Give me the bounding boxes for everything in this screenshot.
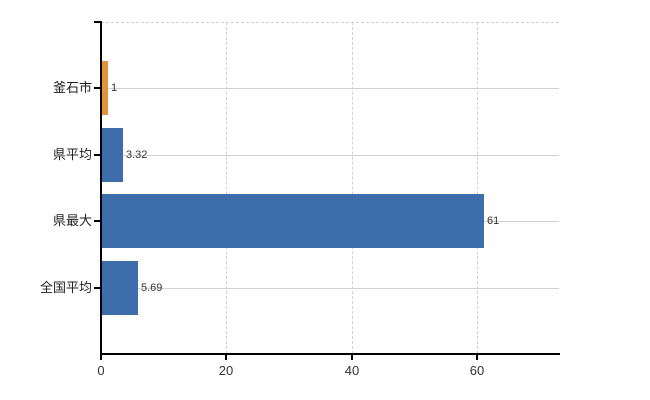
horizontal-gridline: [101, 155, 559, 156]
vertical-gridline: [477, 22, 478, 354]
x-axis-tick: [100, 354, 102, 360]
y-axis-category-label: 県平均: [52, 147, 92, 162]
x-axis-tick-label: 20: [218, 363, 234, 378]
bar: [102, 61, 108, 115]
y-axis-tick: [94, 220, 100, 222]
bar: [102, 194, 484, 248]
horizontal-gridline: [101, 88, 559, 89]
y-axis-tick: [94, 287, 100, 289]
y-axis-tick: [94, 21, 100, 23]
y-axis-category-label: 釜石市: [52, 80, 92, 95]
bar: [102, 261, 138, 315]
plot-top-border: [101, 22, 559, 23]
x-axis-tick-label: 0: [97, 363, 105, 378]
bar-value-label: 1: [111, 82, 118, 94]
y-axis-line: [100, 21, 102, 355]
bar-value-label: 3.32: [126, 149, 148, 161]
bar-value-label: 5.69: [141, 282, 163, 294]
y-axis-tick: [94, 154, 100, 156]
y-axis-category-label: 全国平均: [39, 280, 92, 295]
bar: [102, 128, 123, 182]
y-axis-category-label: 県最大: [52, 213, 92, 228]
vertical-gridline: [226, 22, 227, 354]
bar-value-label: 61: [487, 215, 500, 227]
x-axis-tick: [351, 354, 353, 360]
x-axis-tick: [225, 354, 227, 360]
x-axis-tick: [476, 354, 478, 360]
horizontal-gridline: [101, 288, 559, 289]
vertical-gridline: [352, 22, 353, 354]
y-axis-tick: [94, 87, 100, 89]
x-axis-tick-label: 60: [469, 363, 485, 378]
x-axis-line: [100, 353, 560, 355]
x-axis-tick-label: 40: [344, 363, 360, 378]
